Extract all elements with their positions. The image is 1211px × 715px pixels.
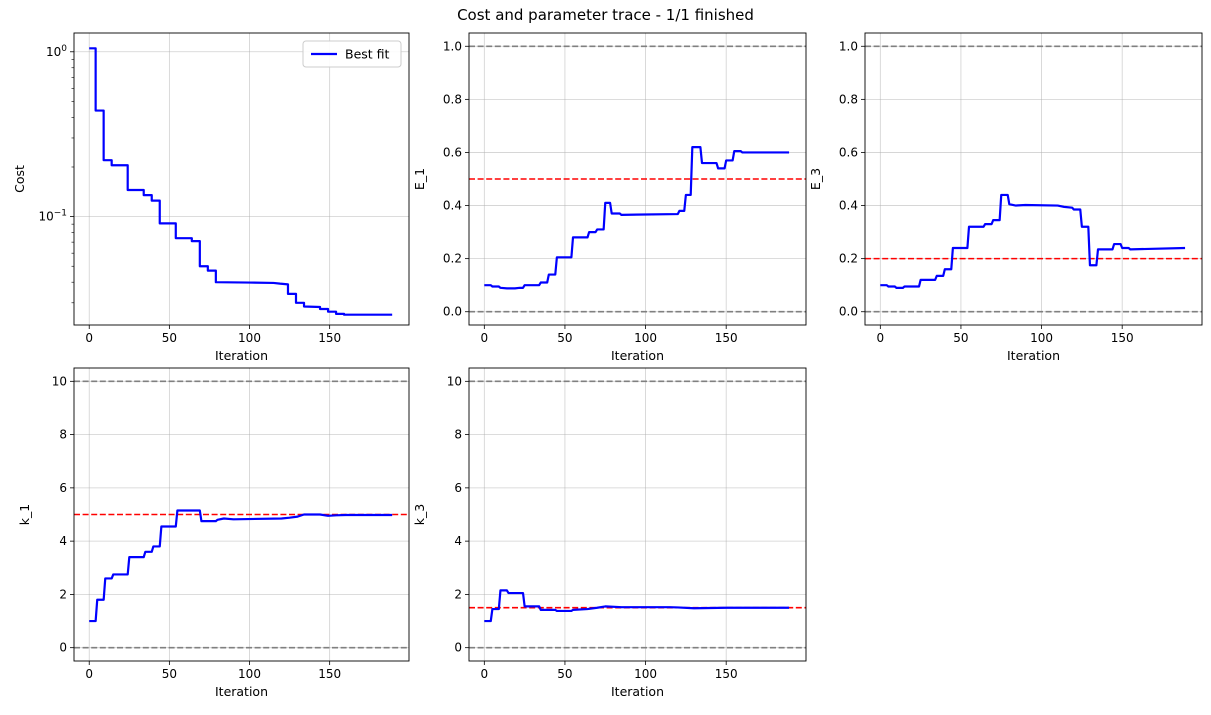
- axes-frame: [73, 367, 410, 662]
- axes-frame: [468, 32, 807, 326]
- x-tick-label: 50: [953, 331, 968, 345]
- x-tick-label: 100: [634, 667, 657, 681]
- figure-title: Cost and parameter trace - 1/1 finished: [457, 6, 754, 24]
- y-tick-label: 0.0: [839, 305, 858, 319]
- series-line-1: [880, 193, 1186, 289]
- y-tick-label: 0.0: [443, 305, 462, 319]
- series-line-1: [89, 47, 393, 316]
- y-tick-label: 0.2: [443, 252, 462, 266]
- y-axis-label: Cost: [12, 165, 27, 193]
- series-line-1: [484, 589, 790, 623]
- x-tick-label: 150: [715, 331, 738, 345]
- x-axis-label: Iteration: [611, 684, 664, 699]
- axes-frame: [468, 367, 807, 662]
- plot-area: [89, 47, 393, 316]
- plot-area: [74, 380, 409, 649]
- legend-label: Best fit: [345, 47, 390, 62]
- y-tick-label: 0: [59, 641, 67, 655]
- x-tick-label: 50: [162, 667, 177, 681]
- plot-area: [865, 45, 1202, 313]
- x-tick-label: 150: [318, 667, 341, 681]
- y-tick-label: 10−1: [38, 209, 67, 224]
- subplot-2: 0 50 100 150 0.0 0.2 0.4 0.6 0.8 1.0 Iteration E_1: [412, 32, 807, 363]
- y-tick-label: 2: [454, 587, 462, 601]
- y-tick-label: 8: [59, 428, 67, 442]
- x-tick-label: 150: [715, 667, 738, 681]
- x-tick-label: 150: [1111, 331, 1134, 345]
- x-tick-label: 50: [557, 667, 572, 681]
- y-tick-label: 0.6: [839, 145, 858, 159]
- y-tick-label: 0: [454, 641, 462, 655]
- y-tick-label: 4: [59, 534, 67, 548]
- y-axis-label: E_1: [412, 168, 427, 190]
- plot-area: [469, 45, 806, 313]
- legend: Best fit: [302, 40, 402, 68]
- series-line-1: [89, 509, 393, 623]
- x-axis-label: Iteration: [215, 684, 268, 699]
- y-tick-label: 0.8: [839, 92, 858, 106]
- y-tick-label: 100: [46, 44, 67, 59]
- x-tick-label: 0: [876, 331, 884, 345]
- y-tick-label: 1.0: [839, 39, 858, 53]
- subplot-1: 0 50 100 150 100 10−1 Iteration Cost Best fit: [12, 32, 410, 363]
- x-axis-label: Iteration: [1007, 348, 1060, 363]
- y-axis-label: k_3: [412, 504, 427, 525]
- subplot-4: 0 50 100 150 0 2 4 6 8 10 Iteration k_1: [17, 367, 410, 699]
- x-tick-label: 50: [162, 331, 177, 345]
- y-tick-label: 0.6: [443, 145, 462, 159]
- series-line-1: [484, 146, 790, 290]
- y-tick-label: 1.0: [443, 39, 462, 53]
- plot-area: [469, 380, 806, 649]
- y-tick-label: 0.4: [443, 199, 462, 213]
- y-tick-label: 4: [454, 534, 462, 548]
- x-tick-label: 100: [238, 331, 261, 345]
- x-tick-label: 100: [238, 667, 261, 681]
- legend-box: [302, 40, 402, 68]
- x-tick-label: 0: [85, 667, 93, 681]
- y-tick-label: 0.4: [839, 199, 858, 213]
- x-tick-label: 0: [85, 331, 93, 345]
- y-tick-label: 10: [52, 374, 67, 388]
- y-tick-label: 0.2: [839, 252, 858, 266]
- x-tick-label: 0: [480, 331, 488, 345]
- x-axis-label: Iteration: [611, 348, 664, 363]
- y-axis-label: k_1: [17, 504, 32, 525]
- subplot-5: 0 50 100 150 0 2 4 6 8 10 Iteration k_3: [412, 367, 807, 699]
- y-tick-label: 2: [59, 587, 67, 601]
- x-tick-label: 150: [318, 331, 341, 345]
- x-tick-label: 0: [480, 667, 488, 681]
- y-tick-label: 0.8: [443, 92, 462, 106]
- x-tick-label: 100: [1030, 331, 1053, 345]
- y-tick-label: 8: [454, 428, 462, 442]
- x-axis-label: Iteration: [215, 348, 268, 363]
- y-tick-label: 10: [447, 374, 462, 388]
- x-tick-label: 100: [634, 331, 657, 345]
- axes-frame: [864, 32, 1203, 326]
- y-tick-label: 6: [454, 481, 462, 495]
- y-axis-label: E_3: [808, 168, 823, 190]
- subplot-3: 0 50 100 150 0.0 0.2 0.4 0.6 0.8 1.0 Iteration E_3: [808, 32, 1203, 363]
- y-tick-label: 6: [59, 481, 67, 495]
- axes-frame: [73, 32, 410, 326]
- x-tick-label: 50: [557, 331, 572, 345]
